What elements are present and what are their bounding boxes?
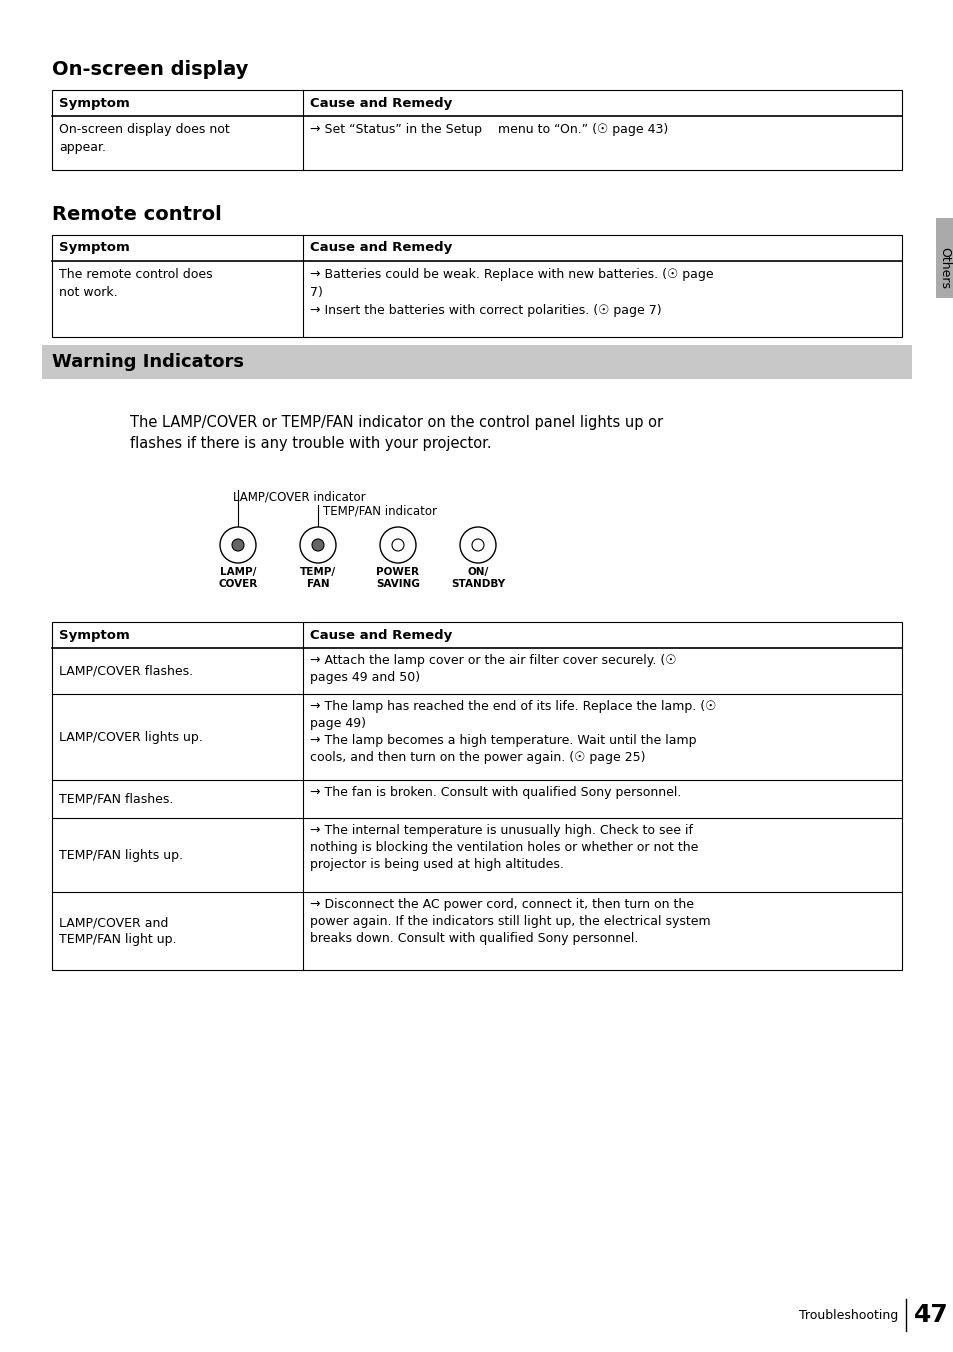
Bar [52, 91, 901, 170]
Circle shape [379, 527, 416, 562]
Text: → Attach the lamp cover or the air filter cover securely. (☉
pages 49 and 50): → Attach the lamp cover or the air filte… [310, 654, 676, 684]
Text: TEMP/
FAN: TEMP/ FAN [299, 566, 335, 588]
Circle shape [392, 539, 403, 552]
Circle shape [232, 539, 244, 552]
Text: Symptom: Symptom [59, 629, 130, 641]
Text: TEMP/FAN indicator: TEMP/FAN indicator [323, 506, 436, 518]
Text: Symptom: Symptom [59, 242, 130, 254]
Bar [52, 235, 901, 337]
Text: POWER
SAVING: POWER SAVING [375, 566, 419, 588]
Text: → The internal temperature is unusually high. Check to see if
nothing is blockin: → The internal temperature is unusually … [310, 823, 698, 871]
Text: Others: Others [938, 247, 950, 289]
Text: → Set “Status” in the Setup    menu to “On.” (☉ page 43): → Set “Status” in the Setup menu to “On.… [310, 123, 667, 137]
Text: On-screen display: On-screen display [52, 59, 248, 78]
Bar [935, 218, 953, 297]
Text: Remote control: Remote control [52, 206, 221, 224]
Text: ON/
STANDBY: ON/ STANDBY [451, 566, 504, 588]
Circle shape [220, 527, 255, 562]
Text: Cause and Remedy: Cause and Remedy [310, 629, 452, 641]
Text: LAMP/COVER and
TEMP/FAN light up.: LAMP/COVER and TEMP/FAN light up. [59, 917, 176, 946]
Text: → Batteries could be weak. Replace with new batteries. (☉ page
7)
→ Insert the b: → Batteries could be weak. Replace with … [310, 268, 713, 316]
Text: 47: 47 [913, 1303, 947, 1328]
Circle shape [459, 527, 496, 562]
Text: LAMP/COVER indicator: LAMP/COVER indicator [233, 489, 365, 503]
Text: TEMP/FAN flashes.: TEMP/FAN flashes. [59, 792, 173, 806]
Text: TEMP/FAN lights up.: TEMP/FAN lights up. [59, 849, 183, 861]
Text: → The fan is broken. Consult with qualified Sony personnel.: → The fan is broken. Consult with qualif… [310, 786, 680, 799]
Circle shape [299, 527, 335, 562]
Text: Troubleshooting: Troubleshooting [798, 1309, 897, 1321]
Text: → The lamp has reached the end of its life. Replace the lamp. (☉
page 49)
→ The : → The lamp has reached the end of its li… [310, 700, 716, 764]
Text: Cause and Remedy: Cause and Remedy [310, 96, 452, 110]
Text: The LAMP/COVER or TEMP/FAN indicator on the control panel lights up or
flashes i: The LAMP/COVER or TEMP/FAN indicator on … [130, 415, 662, 452]
Text: → Disconnect the AC power cord, connect it, then turn on the
power again. If the: → Disconnect the AC power cord, connect … [310, 898, 710, 945]
Bar [52, 622, 901, 969]
Circle shape [312, 539, 324, 552]
Text: The remote control does
not work.: The remote control does not work. [59, 268, 213, 299]
Text: Warning Indicators: Warning Indicators [52, 353, 244, 370]
Circle shape [472, 539, 483, 552]
Text: Symptom: Symptom [59, 96, 130, 110]
Bar [42, 345, 911, 379]
Text: Cause and Remedy: Cause and Remedy [310, 242, 452, 254]
Text: LAMP/COVER flashes.: LAMP/COVER flashes. [59, 664, 193, 677]
Text: LAMP/
COVER: LAMP/ COVER [218, 566, 257, 588]
Text: On-screen display does not
appear.: On-screen display does not appear. [59, 123, 230, 154]
Text: LAMP/COVER lights up.: LAMP/COVER lights up. [59, 730, 203, 744]
